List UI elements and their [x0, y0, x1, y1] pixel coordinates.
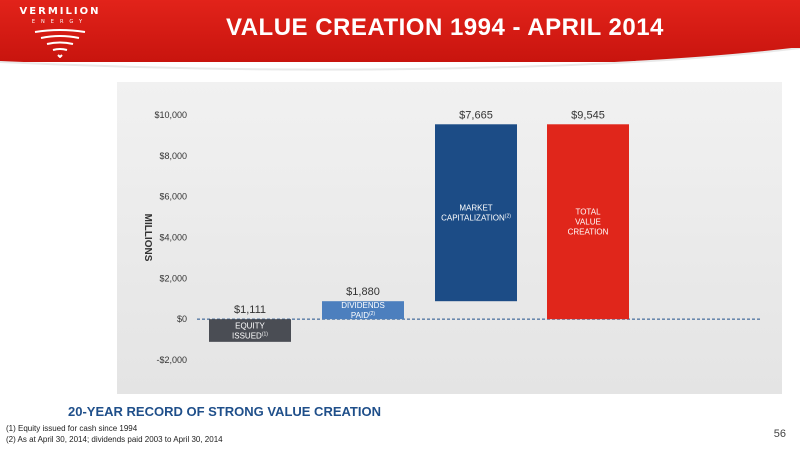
data-label: $1,111: [234, 304, 266, 316]
data-label: $1,880: [346, 286, 380, 298]
footnote-1: (1) Equity issued for cash since 1994: [6, 424, 138, 433]
bar: [435, 124, 517, 302]
logo-subtitle: ENERGY: [31, 19, 89, 25]
y-tick-label: $10,000: [154, 110, 187, 120]
y-tick-label: $8,000: [159, 151, 187, 161]
bar-category-label: VALUE: [575, 218, 601, 227]
page-number: 56: [773, 428, 786, 440]
chart-panel: MILLIONS -$2,000 $0 $2,000 $4,000 $6,000 $8,00…: [117, 82, 782, 394]
bar-category-label: MARKET: [459, 204, 492, 213]
company-logo: VERMILION ENERGY: [14, 6, 106, 64]
footnotes: (1) Equity issued for cash since 1994 (2…: [6, 423, 223, 445]
footnote-2: (2) As at April 30, 2014; dividends paid…: [6, 435, 223, 444]
waterfall-chart: MILLIONS -$2,000 $0 $2,000 $4,000 $6,000 $8,00…: [142, 109, 762, 365]
bar: [209, 319, 291, 342]
slide-title: VALUE CREATION 1994 - APRIL 2014: [226, 14, 664, 41]
logo-mark-icon: [34, 29, 86, 58]
bar-category-label: EQUITY: [235, 322, 265, 331]
header-banner: [0, 0, 800, 62]
bar-category-label: PAID(2): [351, 311, 376, 320]
logo-name: VERMILION: [19, 6, 101, 17]
footnote-marker: (2): [369, 311, 375, 317]
y-tick-label: $4,000: [159, 233, 187, 243]
y-tick-label: $0: [177, 314, 187, 324]
bar-category-label: CREATION: [568, 228, 609, 237]
bar-category-label: DIVIDENDS: [341, 301, 385, 310]
footnote-marker: (1): [262, 332, 268, 338]
slide-subtitle: 20-YEAR RECORD OF STRONG VALUE CREATION: [68, 404, 381, 419]
bar-category-label: TOTAL: [575, 208, 601, 217]
bar-category-label: CAPITALIZATION(2): [441, 214, 511, 223]
bar-category-label: ISSUED(1): [232, 332, 268, 341]
data-label: $9,545: [571, 109, 605, 121]
y-tick-label: $2,000: [159, 273, 187, 283]
y-tick-label: -$2,000: [156, 355, 187, 365]
data-label: $7,665: [459, 109, 493, 121]
bar: [547, 124, 629, 320]
bar: [322, 301, 404, 320]
y-axis-label: MILLIONS: [142, 214, 153, 262]
footnote-marker: (2): [505, 214, 511, 220]
y-tick-label: $6,000: [159, 192, 187, 202]
